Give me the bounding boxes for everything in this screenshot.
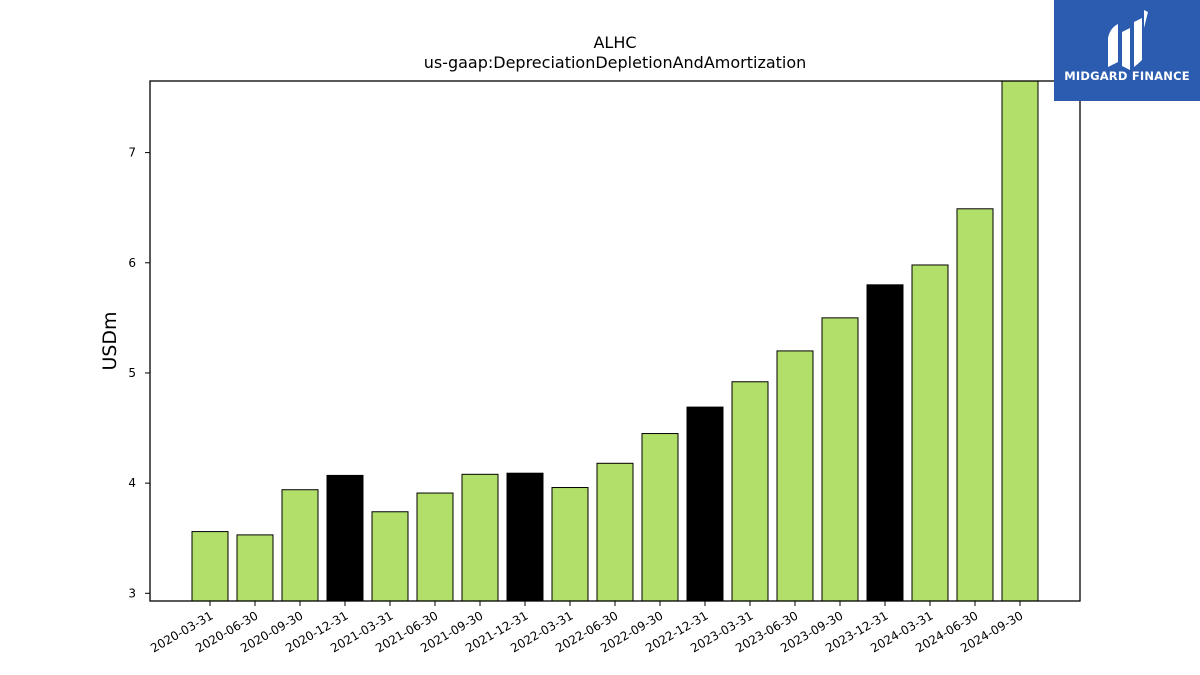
bar-2024-03-31 <box>911 264 949 602</box>
bar-2023-12-31 <box>866 284 904 602</box>
bar-2023-06-30 <box>776 350 814 602</box>
bar-2021-06-30 <box>416 492 454 602</box>
y-tick-label: 7 <box>128 146 136 160</box>
y-tick-label: 3 <box>128 586 136 600</box>
bar-2020-09-30 <box>281 489 319 602</box>
bar-2023-03-31 <box>731 381 769 602</box>
midgard-finance-logo: MIDGARD FINANCE <box>1054 0 1200 101</box>
x-axis-ticks: 2020-03-312020-06-302020-09-302020-12-31… <box>148 601 1026 655</box>
bar-2020-12-31 <box>326 474 364 602</box>
bar-2023-09-30 <box>821 317 859 602</box>
bar-2020-03-31 <box>191 531 229 602</box>
logo-text: MIDGARD FINANCE <box>1064 69 1190 83</box>
bar-2024-09-30 <box>1001 80 1039 602</box>
y-tick-label: 6 <box>128 256 136 270</box>
bar-2022-03-31 <box>551 487 589 602</box>
y-tick-label: 5 <box>128 366 136 380</box>
bar-2024-06-30 <box>956 208 994 602</box>
bar-2022-06-30 <box>596 462 634 602</box>
logo-mark-icon <box>1108 10 1148 70</box>
bar-2021-03-31 <box>371 511 409 602</box>
bars <box>191 80 1039 602</box>
y-axis-ticks: 3 4 5 6 7 <box>128 146 150 600</box>
chart-subtitle: us-gaap:DepreciationDepletionAndAmortiza… <box>424 53 807 72</box>
bar-2021-12-31 <box>506 472 544 602</box>
y-axis-label: USDm <box>99 311 121 370</box>
y-tick-label: 4 <box>128 476 136 490</box>
chart-title: ALHC <box>593 33 636 52</box>
bar-2020-06-30 <box>236 534 274 602</box>
bar-2021-09-30 <box>461 473 499 602</box>
bar-2022-12-31 <box>686 406 724 602</box>
bar-2022-09-30 <box>641 433 679 602</box>
